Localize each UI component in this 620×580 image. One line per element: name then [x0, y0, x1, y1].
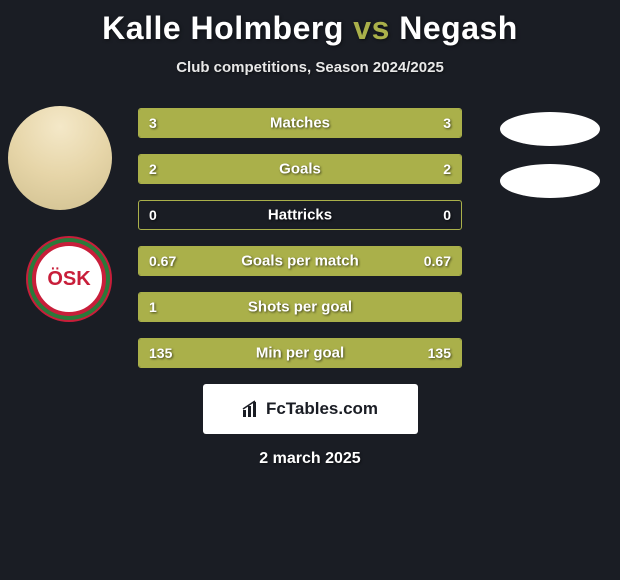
bar-value-right: 135 [428, 345, 451, 361]
vs-word: vs [353, 10, 390, 46]
bar-fill-right [300, 155, 461, 183]
player2-pill-top [500, 112, 600, 146]
bar-label: Hattricks [268, 207, 332, 224]
bar-row: Matches 3 3 [138, 108, 462, 138]
bar-value-right: 0 [443, 207, 451, 223]
bar-value-right: 2 [443, 161, 451, 177]
bar-row: Shots per goal 1 [138, 292, 462, 322]
bar-fill-left [139, 155, 300, 183]
bar-row: Goals per match 0.67 0.67 [138, 246, 462, 276]
subtitle: Club competitions, Season 2024/2025 [0, 59, 620, 76]
player1-avatar [8, 106, 112, 210]
club-badge-text: ÖSK [47, 268, 90, 291]
page-title: Kalle Holmberg vs Negash [0, 10, 620, 47]
player1-name: Kalle Holmberg [102, 10, 344, 46]
watermark-text: FcTables.com [266, 399, 378, 419]
bar-label: Matches [270, 115, 330, 132]
bar-value-right: 3 [443, 115, 451, 131]
bar-value-left: 2 [149, 161, 157, 177]
content: ÖSK Matches 3 3 Goals 2 2 Hattricks 0 0 Goals per… [0, 108, 620, 368]
header: Kalle Holmberg vs Negash Club competitio… [0, 0, 620, 76]
bar-value-left: 135 [149, 345, 172, 361]
bar-label: Goals per match [241, 253, 359, 270]
bar-label: Goals [279, 161, 321, 178]
bar-label: Min per goal [256, 345, 344, 362]
bar-row: Hattricks 0 0 [138, 200, 462, 230]
player2-name: Negash [399, 10, 518, 46]
bars-icon [242, 400, 260, 418]
player2-pill-bottom [500, 164, 600, 198]
comparison-bars: Matches 3 3 Goals 2 2 Hattricks 0 0 Goals per mat… [138, 108, 462, 368]
bar-label: Shots per goal [248, 299, 352, 316]
bar-value-left: 0.67 [149, 253, 176, 269]
bar-row: Min per goal 135 135 [138, 338, 462, 368]
date: 2 march 2025 [0, 450, 620, 468]
bar-value-left: 0 [149, 207, 157, 223]
bar-row: Goals 2 2 [138, 154, 462, 184]
bar-value-right: 0.67 [424, 253, 451, 269]
bar-value-left: 3 [149, 115, 157, 131]
watermark: FcTables.com [203, 384, 418, 434]
club-badge: ÖSK [26, 236, 112, 322]
bar-value-left: 1 [149, 299, 157, 315]
